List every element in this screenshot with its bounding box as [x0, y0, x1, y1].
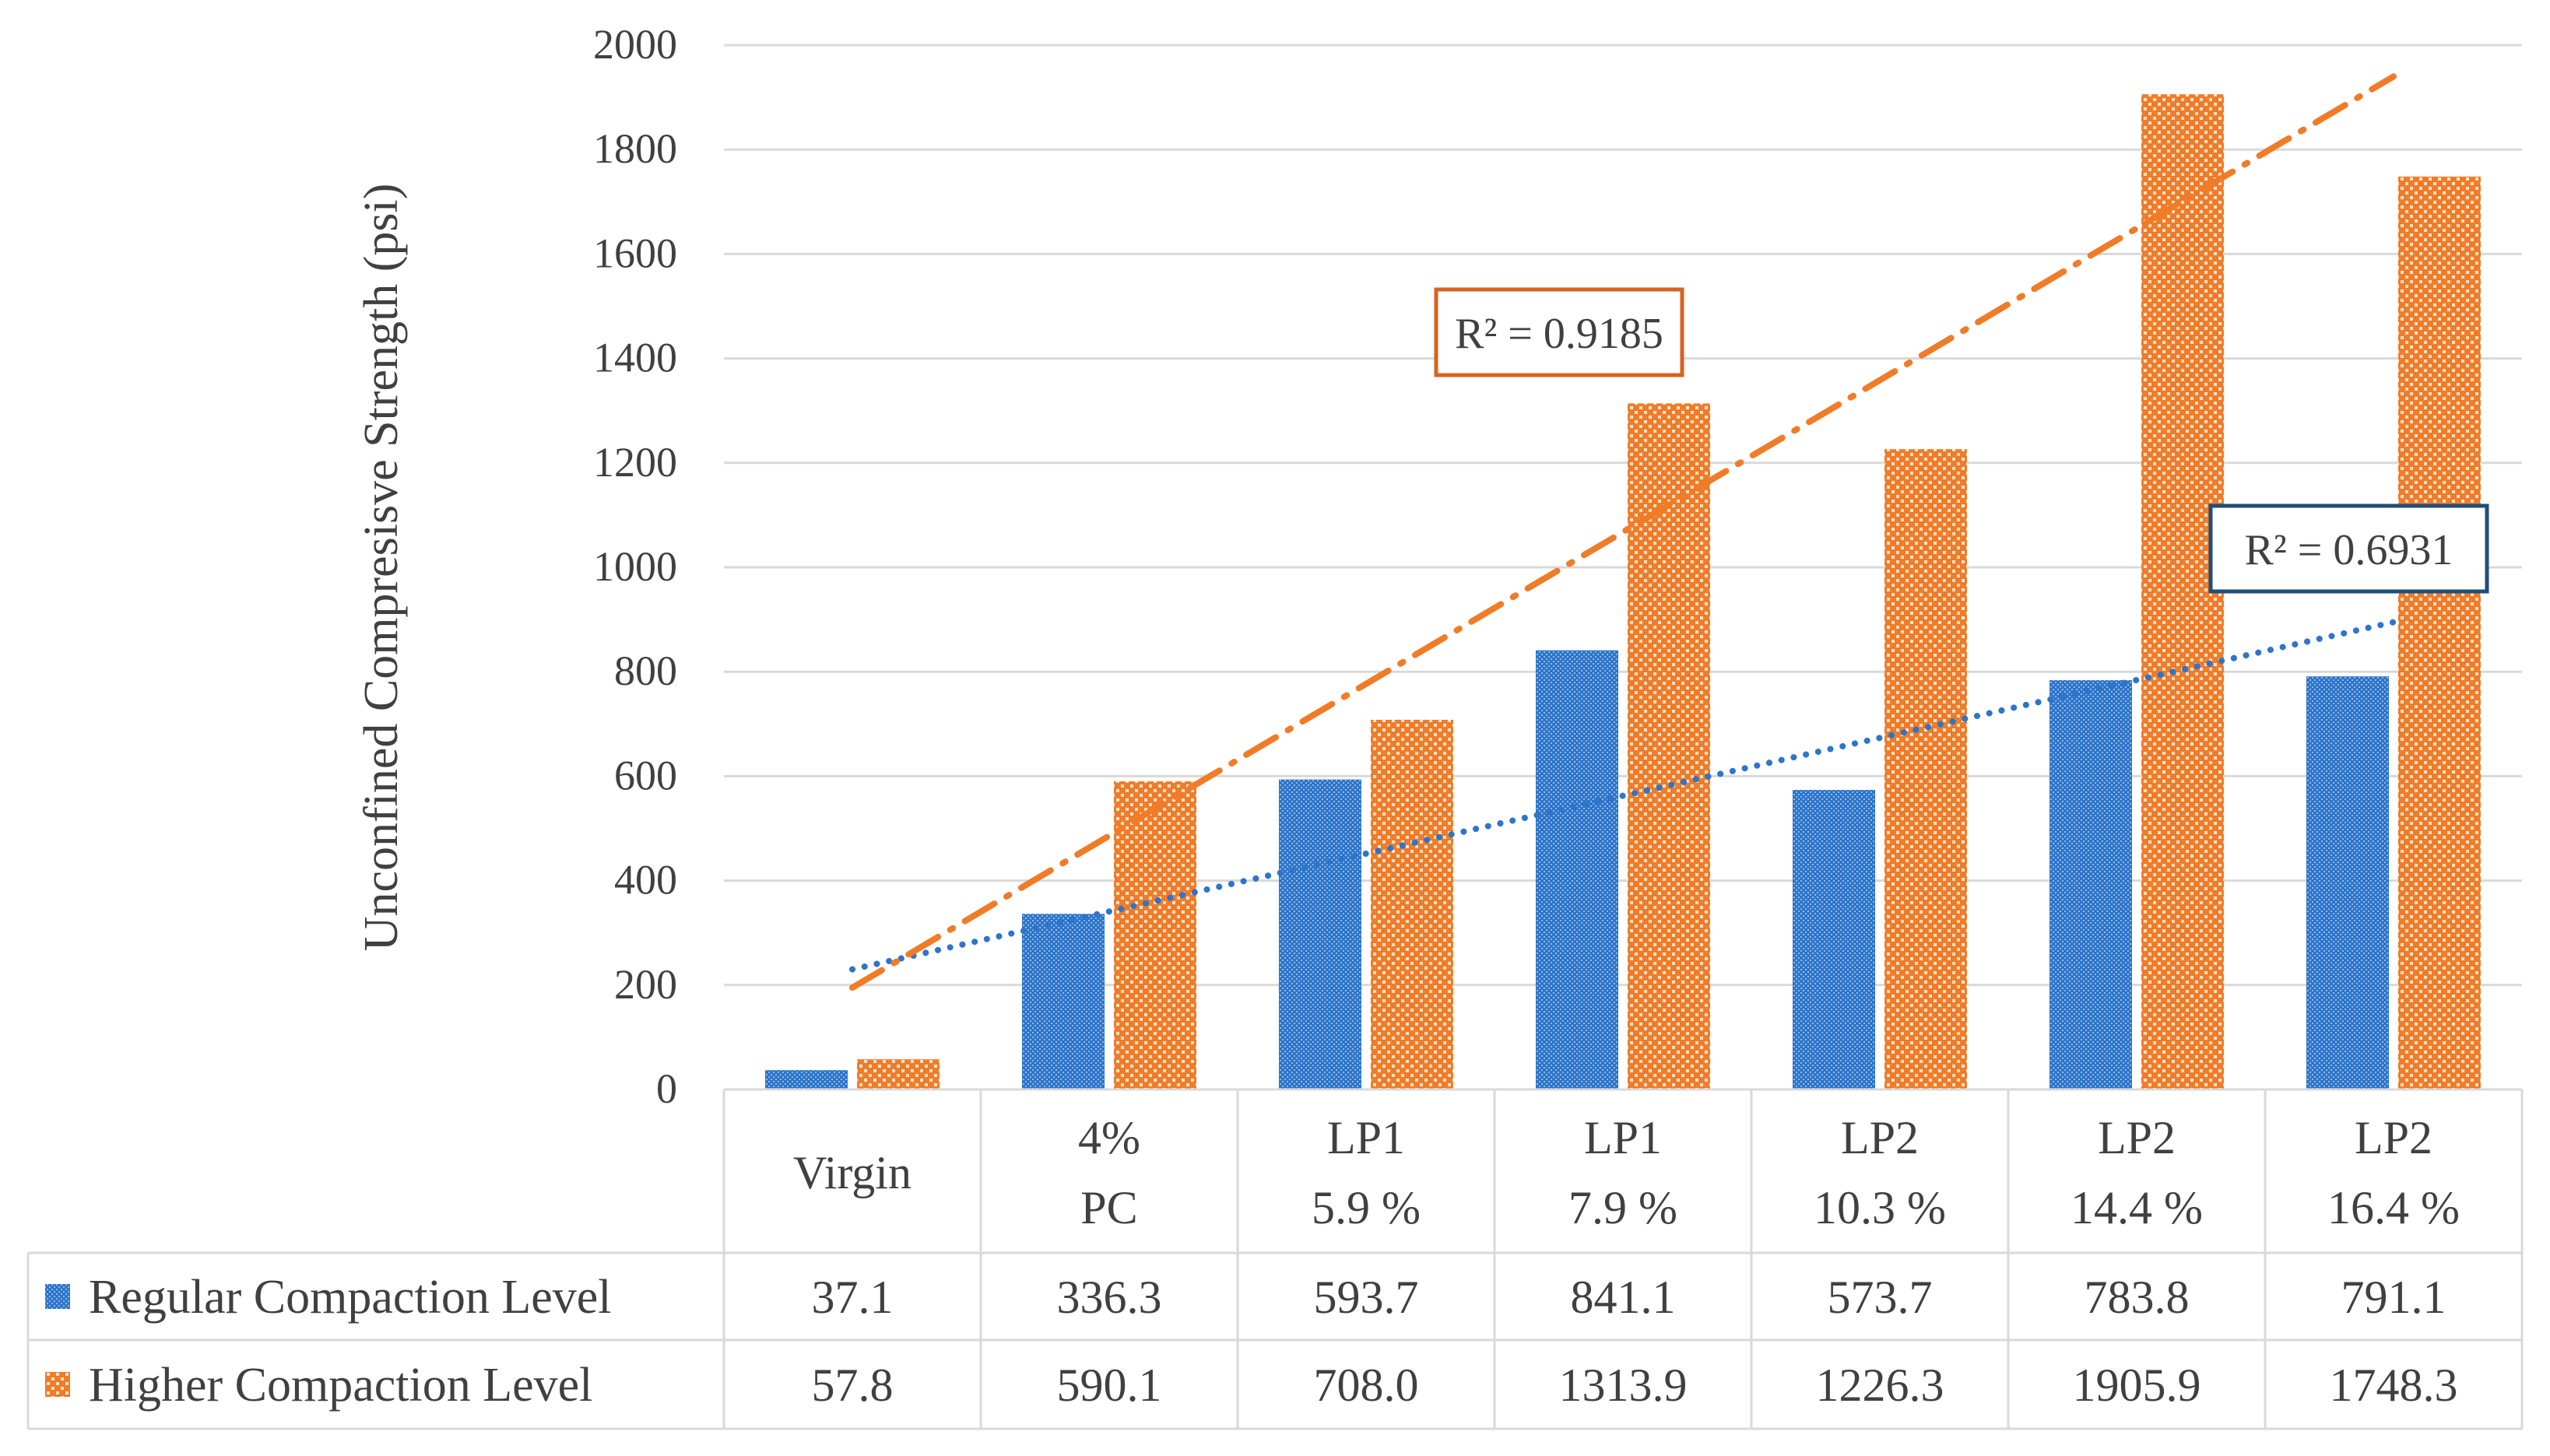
bar-higher-4: [1884, 449, 1967, 1089]
category-label: 4%: [1078, 1112, 1140, 1163]
bar-higher-6: [2398, 176, 2481, 1089]
y-tick-label: 600: [614, 752, 677, 798]
data-table-value: 783.8: [2085, 1272, 2190, 1323]
data-table-value: 1226.3: [1816, 1360, 1944, 1411]
category-label: 10.3 %: [1814, 1182, 1946, 1233]
bar-higher-2: [1371, 719, 1453, 1089]
data-table-value: 57.8: [812, 1360, 894, 1411]
bar-regular-5: [2049, 680, 2132, 1089]
data-table-value: 590.1: [1057, 1360, 1162, 1411]
data-table-value: 336.3: [1057, 1272, 1162, 1323]
y-tick-label: 1600: [593, 230, 677, 276]
trendline-regular: [849, 619, 2397, 973]
category-label: 5.9 %: [1312, 1182, 1421, 1233]
legend-key-higher: [45, 1372, 70, 1397]
data-table-value: 1313.9: [1559, 1360, 1688, 1411]
data-table-value: 708.0: [1314, 1360, 1419, 1411]
category-label: LP2: [2355, 1112, 2432, 1163]
trendlines: [849, 73, 2397, 991]
r2-box-higher: [1434, 287, 1684, 377]
category-label: PC: [1080, 1182, 1137, 1233]
r2-label-regular: R² = 0.6931: [2245, 526, 2453, 574]
y-tick-label: 800: [614, 647, 677, 694]
bars: [765, 94, 2481, 1089]
r2-box-regular: [2208, 503, 2489, 594]
y-tick-label: 0: [656, 1065, 677, 1112]
bar-regular-4: [1793, 790, 1875, 1089]
y-tick-label: 200: [614, 961, 677, 1008]
bar-regular-6: [2306, 676, 2389, 1089]
category-label: 7.9 %: [1568, 1182, 1677, 1233]
data-table-value: 573.7: [1828, 1272, 1933, 1323]
category-label: LP1: [1327, 1112, 1405, 1163]
y-tick-label: 400: [614, 857, 677, 903]
data-table: Virgin 4% PC LP1 5.9 % LP1 7.9 % LP2 10.3 % LP2 14…: [26, 1088, 2524, 1430]
annotations: R² = 0.9185 R² = 0.6931: [1434, 287, 2489, 594]
legend-label-regular: Regular Compaction Level: [89, 1271, 611, 1324]
category-label: 16.4 %: [2327, 1182, 2460, 1233]
legend-key-regular: [45, 1284, 70, 1309]
data-table-value: 37.1: [812, 1272, 894, 1323]
r2-label-higher: R² = 0.9185: [1455, 310, 1663, 358]
y-tick-label: 2000: [593, 21, 677, 68]
data-table-value: 791.1: [2341, 1272, 2446, 1323]
bar-higher-1: [1114, 781, 1196, 1089]
data-table-value: 1748.3: [2330, 1360, 2458, 1411]
legend-label-higher: Higher Compaction Level: [89, 1359, 592, 1412]
bar-regular-1: [1022, 914, 1105, 1089]
bar-regular-0: [765, 1070, 848, 1089]
y-tick-label: 1800: [593, 125, 677, 172]
data-table-value: 593.7: [1314, 1272, 1419, 1323]
bar-regular-3: [1536, 650, 1618, 1089]
y-tick-label: 1000: [593, 543, 677, 590]
bar-regular-2: [1279, 779, 1361, 1089]
y-axis: 0 200 400 600 800 1000 1200 1400 1600 1800 2000 Unc…: [355, 21, 677, 1112]
y-tick-label: 1400: [593, 335, 677, 381]
trendline-higher: [849, 73, 2397, 991]
data-table-value: 1905.9: [2073, 1360, 2201, 1411]
category-label: 14.4 %: [2071, 1182, 2203, 1233]
y-axis-title: Unconfined Compresisve Strength (psi): [355, 184, 408, 952]
data-table-value: 841.1: [1571, 1272, 1676, 1323]
bar-higher-0: [857, 1059, 940, 1089]
category-label: Virgin: [793, 1147, 911, 1198]
category-label: LP1: [1584, 1112, 1662, 1163]
y-tick-label: 1200: [593, 439, 677, 486]
category-label: LP2: [1841, 1112, 1919, 1163]
category-label: LP2: [2098, 1112, 2176, 1163]
